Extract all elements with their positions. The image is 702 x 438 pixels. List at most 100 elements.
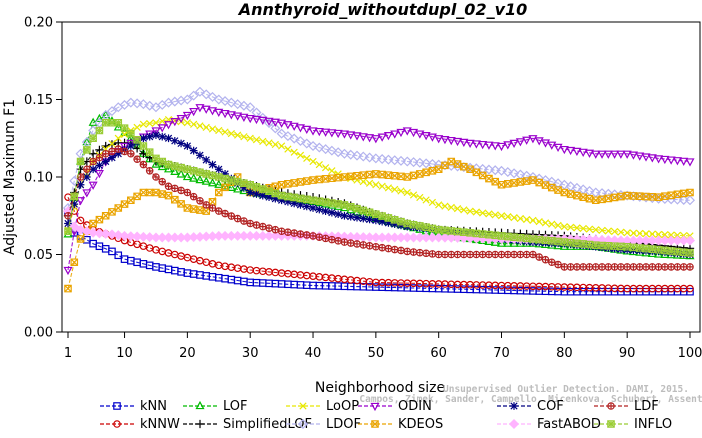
data-point-fastabod [106, 229, 117, 240]
data-point-ldf [535, 253, 544, 261]
data-point-inflo [233, 177, 242, 186]
data-point-fastabod [81, 226, 92, 237]
data-point-inflo [617, 242, 625, 251]
data-point-inflo [422, 223, 430, 232]
watermark-line-1: Campos, Zimek, Sander, Campello, Micenko… [359, 394, 702, 405]
data-point-ldof [264, 118, 275, 129]
data-point-loop [535, 218, 543, 226]
data-point-inflo [478, 230, 487, 238]
data-point-odin [453, 137, 463, 147]
data-point-ldf [447, 250, 456, 259]
data-point-loop [654, 230, 663, 238]
data-point-kdeos [667, 191, 675, 200]
data-point-fastabod [439, 232, 450, 243]
data-point-fastabod [75, 224, 86, 235]
data-point-inflo [403, 219, 412, 228]
data-point-inflo [353, 204, 361, 213]
data-point-knnw [686, 284, 694, 293]
data-point-kdeos [560, 188, 569, 197]
data-point-ldof [502, 167, 513, 178]
plot-area [62, 86, 696, 296]
data-point-ldf [214, 207, 223, 215]
data-point-ldof [220, 96, 231, 107]
data-point-lof [201, 176, 211, 185]
data-point-lof [233, 184, 243, 193]
data-point-odin [365, 134, 375, 143]
data-point-ldf [629, 263, 638, 271]
data-point-ldof [490, 165, 501, 176]
data-point-ldf [573, 263, 581, 271]
data-point-ldf [460, 250, 468, 259]
data-point-cof [208, 160, 217, 169]
data-point-odin [628, 151, 638, 160]
data-point-odin [245, 114, 255, 124]
data-point-cof [214, 165, 223, 174]
data-point-cof [126, 142, 135, 150]
data-point-inflo [108, 118, 116, 127]
data-point-inflo [441, 226, 449, 235]
watermark-line-2: Unsupervised Outlier Detection. DAMI, 20… [443, 384, 689, 395]
data-point-ldof [289, 133, 300, 144]
data-point-loop [215, 126, 223, 135]
data-point-loop [372, 181, 380, 189]
data-point-ldof [421, 158, 432, 169]
data-point-odin [427, 133, 437, 142]
data-point-cof [70, 200, 79, 208]
data-point-kdeos [309, 176, 317, 184]
data-point-ldof [352, 150, 363, 161]
data-point-loop [315, 160, 323, 169]
data-point-odin [226, 111, 236, 120]
data-point-loop [139, 120, 148, 128]
data-point-kdeos [221, 183, 229, 192]
data-point-odin [402, 127, 412, 136]
data-point-ldf [189, 192, 198, 201]
data-point-cof [321, 207, 330, 215]
series-knnw [64, 193, 694, 293]
data-point-ldf [378, 243, 386, 252]
data-point-inflo [145, 148, 154, 156]
data-point-loop [146, 119, 154, 128]
data-point-loop [120, 130, 129, 138]
data-point-odin [496, 142, 507, 152]
data-point-loop [504, 213, 512, 221]
data-point-loop [133, 123, 141, 132]
data-point-ldf [516, 250, 525, 259]
data-point-ldf [635, 263, 644, 271]
data-point-inflo [591, 241, 600, 249]
y-axis-label: Adjusted Maximum F1 [2, 99, 18, 255]
data-point-loop [246, 134, 254, 142]
data-point-ldf [145, 167, 154, 175]
legend-label: LDOF [326, 417, 361, 432]
data-point-loop [623, 229, 631, 237]
data-point-odin [333, 129, 343, 139]
data-point-loop [441, 202, 449, 210]
data-point-inflo [541, 236, 550, 245]
data-point-ldof [483, 164, 494, 175]
data-point-loop [435, 201, 443, 209]
data-point-fastabod [446, 232, 457, 243]
data-point-inflo [309, 196, 317, 205]
legend-label: INFLO [634, 417, 672, 432]
data-point-loop [667, 231, 675, 239]
data-point-simplifiedlof [88, 149, 98, 158]
legend-item-knnw: kNNW [100, 417, 180, 432]
legend-label: kNN [140, 399, 167, 414]
data-point-ldf [328, 235, 336, 244]
data-point-ldf [579, 263, 587, 271]
data-point-ldof [182, 94, 193, 105]
legend-item-fastabod: FastABOD [497, 417, 601, 432]
data-point-inflo [83, 146, 91, 154]
data-point-loop [384, 184, 393, 192]
data-point-ldf [321, 234, 330, 243]
legend-label: KDEOS [398, 417, 443, 432]
data-point-cof [284, 197, 292, 206]
data-point-loop [409, 191, 418, 199]
data-point-inflo [277, 191, 286, 200]
data-point-inflo [447, 227, 456, 235]
data-point-cof [240, 184, 248, 192]
data-point-kdeos [328, 174, 336, 183]
data-point-loop [208, 125, 217, 133]
data-point-ldof [408, 157, 419, 168]
data-point-inflo [661, 246, 669, 255]
